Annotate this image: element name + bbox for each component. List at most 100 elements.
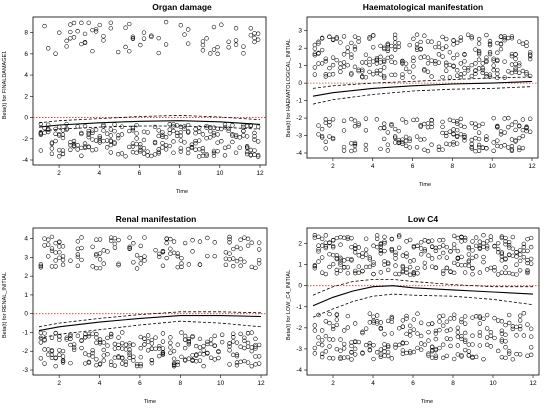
- data-point: [477, 329, 483, 335]
- data-point: [433, 353, 439, 358]
- data-point: [252, 134, 257, 139]
- data-point: [316, 61, 321, 66]
- data-point: [186, 41, 191, 46]
- data-point: [186, 122, 191, 128]
- y-tick-label: 4: [24, 236, 28, 243]
- data-point: [520, 68, 526, 74]
- data-point: [341, 128, 347, 133]
- data-point: [470, 333, 475, 338]
- data-point: [360, 74, 365, 79]
- data-point: [108, 334, 114, 339]
- data-point: [459, 317, 464, 322]
- data-point: [352, 140, 358, 146]
- data-point: [437, 314, 442, 319]
- data-point: [462, 71, 467, 76]
- data-point: [440, 313, 446, 318]
- data-point: [75, 142, 80, 148]
- data-point: [338, 69, 343, 74]
- data-point: [473, 61, 478, 66]
- data-point: [411, 55, 416, 60]
- data-point: [352, 268, 358, 274]
- data-point: [93, 26, 99, 32]
- data-point: [90, 48, 95, 54]
- data-point: [127, 244, 132, 250]
- data-point: [498, 129, 504, 134]
- data-point: [503, 332, 508, 337]
- data-point: [451, 260, 457, 266]
- data-point: [454, 40, 460, 46]
- data-point: [319, 236, 325, 242]
- data-point: [234, 363, 240, 368]
- data-point: [160, 263, 166, 268]
- data-point: [60, 244, 66, 249]
- data-point: [484, 326, 490, 331]
- data-point: [360, 254, 365, 260]
- data-point: [38, 356, 44, 361]
- data-point: [112, 241, 118, 247]
- data-point: [97, 337, 103, 342]
- data-point: [503, 345, 508, 350]
- data-point: [200, 153, 206, 159]
- data-point: [459, 263, 464, 268]
- data-point: [517, 145, 522, 150]
- data-point: [330, 324, 336, 329]
- data-point: [404, 316, 409, 321]
- data-point: [230, 123, 235, 128]
- data-point: [249, 345, 254, 350]
- data-point: [345, 325, 351, 330]
- data-point: [79, 153, 84, 158]
- data-point: [448, 316, 453, 321]
- data-point: [101, 353, 106, 358]
- data-point: [448, 327, 453, 332]
- y-tick-label: -3: [296, 346, 302, 353]
- data-point: [157, 343, 162, 349]
- data-point: [104, 131, 110, 136]
- data-point: [385, 46, 391, 51]
- data-point: [473, 71, 478, 76]
- data-point: [492, 268, 497, 273]
- data-point: [60, 135, 66, 141]
- data-point: [440, 130, 445, 136]
- data-point: [360, 268, 365, 274]
- data-point: [484, 137, 489, 142]
- y-tick-label: -2: [296, 325, 302, 332]
- data-point: [219, 126, 224, 132]
- x-tick-label: 4: [97, 170, 101, 177]
- data-point: [204, 136, 209, 141]
- data-point: [400, 348, 406, 353]
- data-point: [418, 123, 423, 128]
- data-point: [175, 362, 180, 367]
- data-point: [193, 131, 198, 136]
- data-point: [108, 20, 113, 25]
- data-point: [447, 50, 453, 55]
- x-tick-label: 8: [451, 163, 455, 170]
- data-point: [503, 257, 508, 262]
- data-point: [525, 353, 530, 358]
- data-point: [238, 256, 243, 262]
- data-point: [197, 351, 203, 357]
- data-point: [514, 351, 519, 357]
- data-point: [455, 343, 461, 348]
- data-point: [360, 75, 365, 80]
- data-point: [142, 336, 147, 341]
- data-point: [381, 74, 387, 79]
- data-point: [451, 118, 456, 124]
- data-point: [444, 265, 450, 271]
- data-point: [378, 270, 384, 275]
- data-point: [212, 357, 217, 362]
- data-point: [367, 311, 373, 316]
- data-point: [487, 38, 493, 44]
- x-tick-label: 4: [98, 380, 102, 387]
- data-point: [360, 251, 365, 256]
- data-point: [327, 72, 332, 77]
- data-point: [338, 234, 343, 240]
- data-point: [429, 238, 435, 243]
- data-point: [330, 261, 336, 267]
- data-point: [517, 39, 522, 44]
- smooth-fit-line: [38, 120, 261, 128]
- data-point: [53, 330, 58, 336]
- data-point: [319, 134, 325, 139]
- data-point: [138, 363, 143, 369]
- data-point: [437, 319, 442, 324]
- data-point: [79, 245, 84, 251]
